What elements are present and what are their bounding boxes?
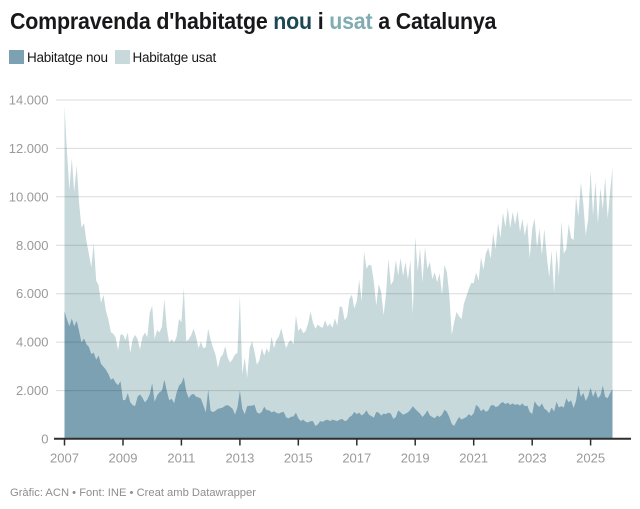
- svg-text:2021: 2021: [459, 451, 488, 466]
- svg-text:4.000: 4.000: [16, 335, 49, 350]
- svg-text:12.000: 12.000: [9, 141, 49, 156]
- svg-text:2013: 2013: [225, 451, 254, 466]
- svg-text:2025: 2025: [576, 451, 605, 466]
- svg-text:2007: 2007: [50, 451, 79, 466]
- svg-text:2.000: 2.000: [16, 383, 49, 398]
- svg-text:14.000: 14.000: [9, 93, 49, 108]
- svg-text:2023: 2023: [518, 451, 547, 466]
- svg-text:6.000: 6.000: [16, 286, 49, 301]
- svg-text:2019: 2019: [401, 451, 430, 466]
- svg-text:2017: 2017: [342, 451, 371, 466]
- svg-text:2011: 2011: [167, 451, 195, 466]
- svg-text:10.000: 10.000: [9, 189, 49, 204]
- svg-text:0: 0: [41, 432, 48, 447]
- svg-text:2015: 2015: [284, 451, 313, 466]
- svg-text:2009: 2009: [109, 451, 138, 466]
- svg-text:8.000: 8.000: [16, 238, 49, 253]
